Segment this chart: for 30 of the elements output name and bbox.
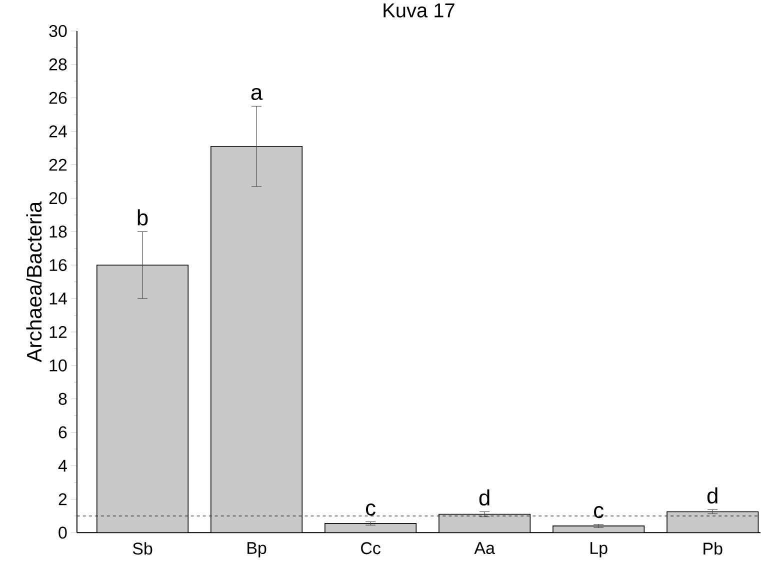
- y-tick-label: 8: [58, 393, 67, 406]
- annotation: b: [138, 209, 148, 226]
- y-tick-label: 12: [50, 326, 67, 338]
- y-tick-label: 14: [50, 292, 67, 305]
- x-tick-label: Aa: [474, 542, 495, 554]
- y-tick-label: 18: [50, 226, 67, 238]
- x-tick-label: Cc: [361, 542, 380, 554]
- y-tick-label: 10: [50, 360, 67, 372]
- y-tick-label: 6: [58, 426, 67, 439]
- y-tick-label: 16: [50, 259, 67, 272]
- y-tick-label: 24: [49, 126, 67, 138]
- x-tick-label: Bp: [248, 542, 266, 558]
- y-tick-label: 22: [49, 159, 67, 171]
- annotation: a: [251, 88, 263, 100]
- y-tick-label: 4: [58, 460, 67, 472]
- y-tick-label: 30: [49, 25, 67, 38]
- x-tick-label: Sb: [132, 542, 152, 555]
- y-tick-label: 2: [58, 493, 67, 506]
- annotation: d: [707, 488, 718, 504]
- y-tick-label: 20: [49, 192, 67, 204]
- y-axis-title: Archaea/Bacteria: [26, 202, 42, 362]
- annotation: c: [594, 506, 604, 518]
- chart-title: Kuva 17: [384, 4, 454, 18]
- y-tick-label: 0: [58, 526, 67, 539]
- annotation: c: [366, 504, 376, 516]
- x-tick-label: Pb: [704, 542, 722, 555]
- x-tick-label: Lp: [590, 542, 608, 558]
- y-tick-label: 26: [49, 92, 67, 104]
- annotation: d: [479, 490, 490, 506]
- y-tick-label: 28: [49, 58, 67, 71]
